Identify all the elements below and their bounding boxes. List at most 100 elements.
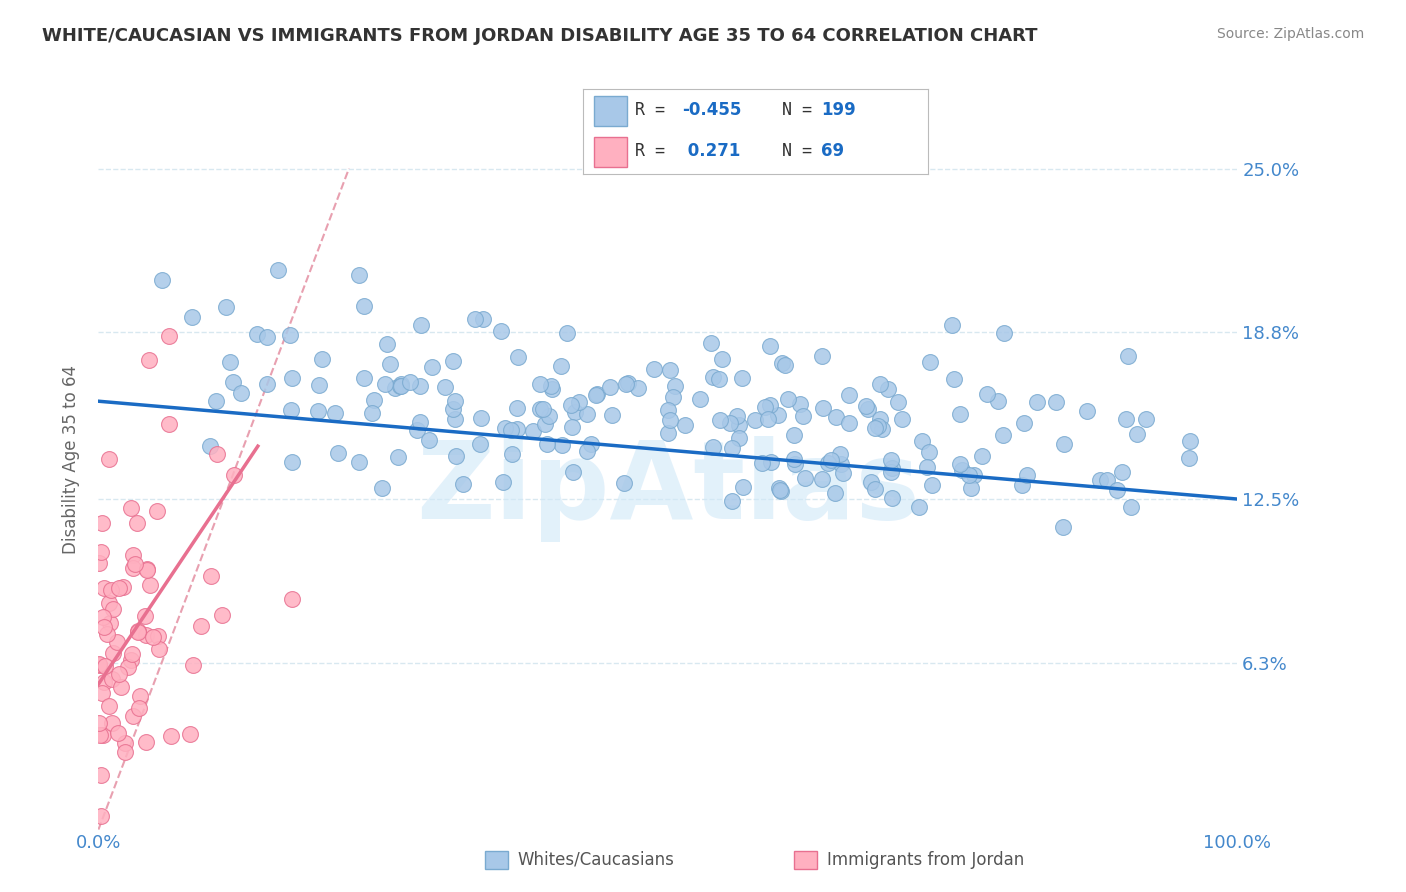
Point [468,436,491,450]
Point [90,809,112,823]
Point [200,568,222,582]
Point [783,428,806,442]
Point [863,483,886,497]
Point [575,407,598,421]
Point [399,375,422,389]
Point [267,263,290,277]
Text: 199: 199 [821,102,856,120]
Point [326,445,349,459]
Point [811,472,834,486]
Point [1076,403,1098,417]
Point [501,423,523,437]
Point [882,461,904,475]
Point [962,468,984,483]
Point [101,602,124,616]
Point [409,378,432,392]
Point [215,300,238,314]
Point [111,580,134,594]
Text: 0.271: 0.271 [682,142,740,160]
Point [219,355,242,369]
Point [281,455,304,469]
Point [600,409,623,423]
Point [759,398,782,412]
Point [406,423,429,437]
Point [541,383,564,397]
Point [472,311,495,326]
Point [361,406,384,420]
Point [181,658,204,673]
Point [721,493,744,508]
Point [128,701,150,715]
Point [117,660,139,674]
Point [89,657,111,671]
Point [1011,478,1033,492]
Text: N =: N = [782,102,821,120]
Point [522,424,544,438]
Point [280,403,302,417]
Point [1135,411,1157,425]
Point [731,371,754,385]
Point [444,450,467,464]
Point [420,359,443,374]
Point [756,412,779,426]
Point [157,417,180,432]
Point [96,626,118,640]
Point [434,380,457,394]
Text: R =: R = [636,142,675,160]
Point [727,431,749,445]
Point [957,468,980,483]
Point [1026,395,1049,409]
Point [389,377,412,392]
Point [950,463,973,477]
Point [444,412,467,426]
Point [751,456,773,470]
Point [141,630,163,644]
Point [564,405,586,419]
Point [91,728,114,742]
Point [451,477,474,491]
Point [136,563,159,577]
Text: R =: R = [636,102,675,120]
Point [731,480,754,494]
Point [380,357,402,371]
Point [1178,450,1201,465]
Point [353,299,375,313]
Point [492,475,515,489]
Text: ZipAtlas: ZipAtlas [416,436,920,542]
Point [838,388,860,402]
Point [792,409,814,424]
Point [121,647,143,661]
Point [205,447,228,461]
Point [536,437,558,451]
Point [707,371,730,385]
Point [124,558,146,572]
Point [1095,473,1118,487]
Point [375,337,398,351]
Point [657,403,679,417]
Point [505,401,527,416]
Point [832,467,855,481]
Point [93,659,115,673]
Point [550,359,572,373]
Point [101,646,124,660]
Point [1107,483,1129,497]
Point [160,729,183,743]
Point [880,452,903,467]
Point [441,354,464,368]
Point [1121,500,1143,514]
Point [869,412,891,426]
Point [198,439,221,453]
Point [1088,473,1111,487]
Point [825,410,848,425]
Point [135,735,157,749]
Point [870,422,893,436]
Point [824,485,846,500]
Point [1178,434,1201,448]
Point [761,455,783,469]
Point [529,377,551,392]
Point [120,653,142,667]
Point [970,449,993,463]
Point [409,318,432,332]
Point [89,557,111,571]
Point [211,607,233,622]
